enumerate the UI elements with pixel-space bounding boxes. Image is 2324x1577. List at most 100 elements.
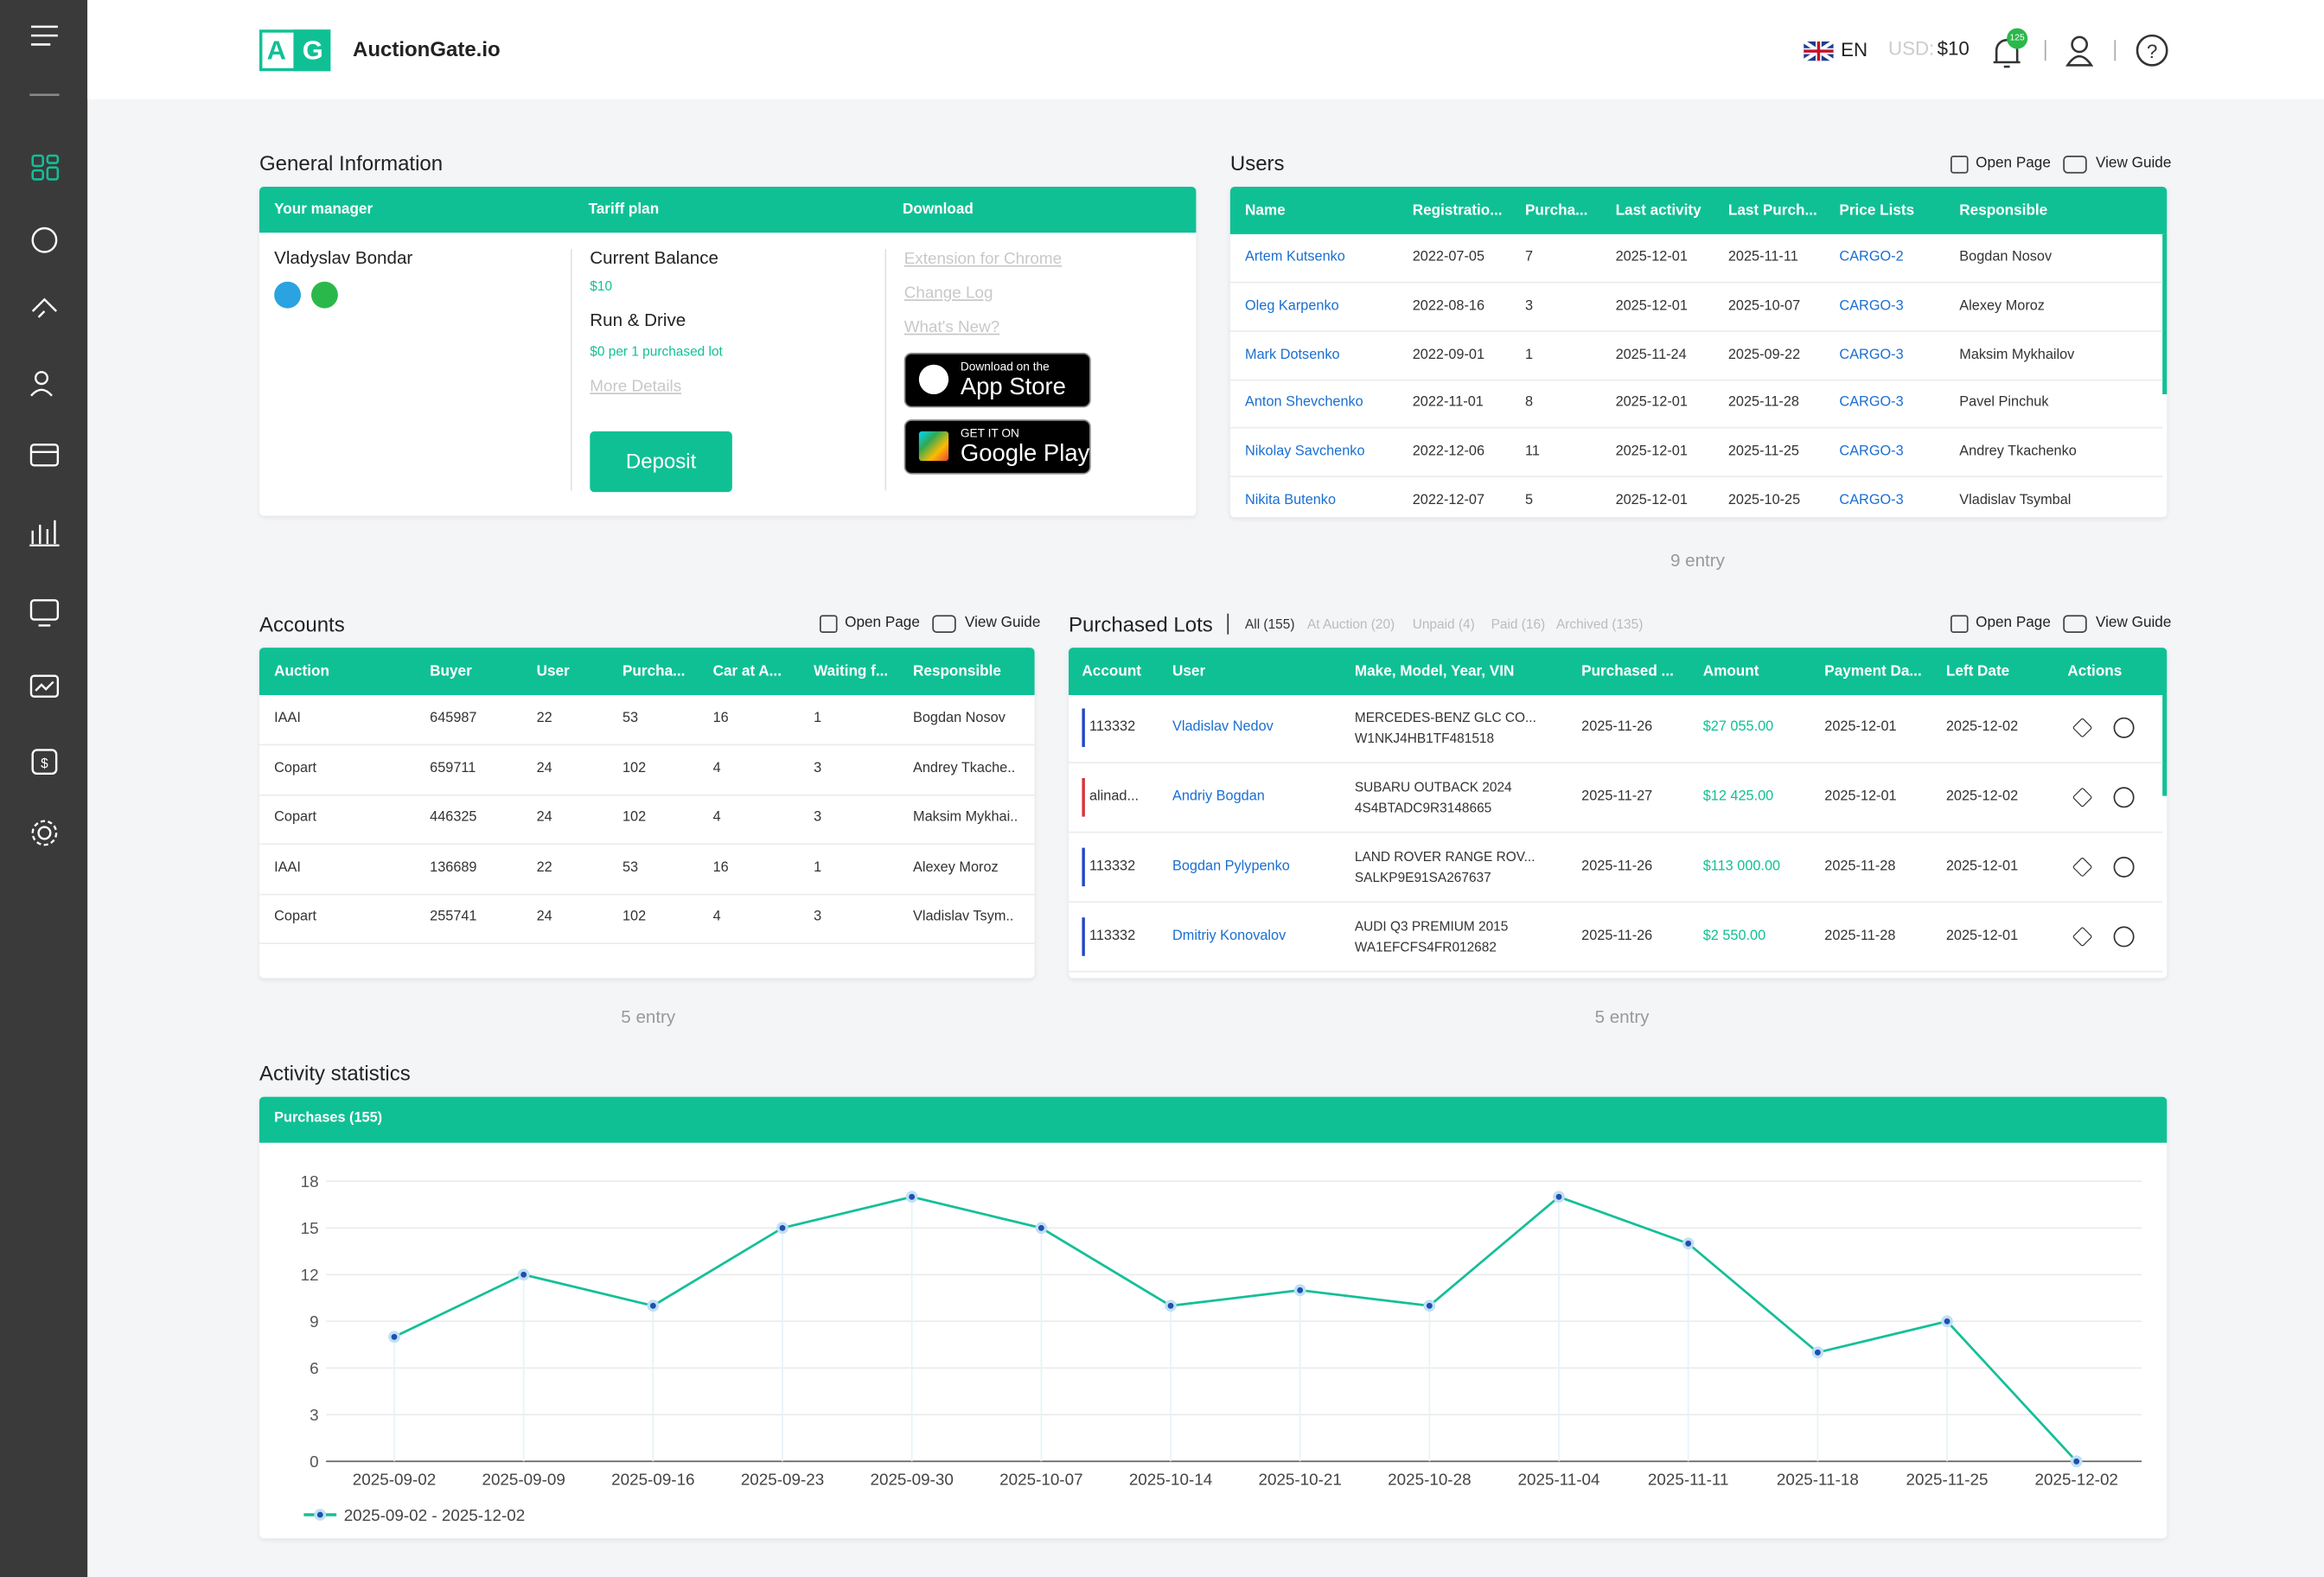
table-link[interactable]: CARGO-3: [1839, 492, 1904, 509]
section-title: Purchased Lots: [1069, 612, 1213, 636]
action-link[interactable]: Open Page: [845, 615, 920, 632]
table-cell: Bogdan Nosov: [1959, 249, 2053, 265]
table-cell: Andrey Tkache..: [913, 759, 1016, 776]
table-cell: Andrey Tkachenko: [1959, 443, 2077, 460]
filter-tab[interactable]: Paid (16): [1491, 616, 1546, 632]
table-link[interactable]: Oleg Karpenko: [1245, 297, 1339, 315]
table-cell: 2025-09-22: [1727, 346, 1801, 363]
section-title: Accounts: [259, 612, 345, 636]
guide-icon[interactable]: [2063, 615, 2087, 634]
download-link[interactable]: Change Log: [903, 284, 993, 303]
history-action[interactable]: [2113, 926, 2135, 948]
table-cell: SALKP9E91SA267637: [1354, 870, 1491, 885]
history-action[interactable]: [2113, 856, 2135, 878]
table-link[interactable]: CARGO-3: [1839, 297, 1904, 315]
language[interactable]: EN: [1841, 38, 1868, 61]
table-link[interactable]: CARGO-3: [1839, 346, 1904, 363]
guide-icon[interactable]: [932, 615, 956, 634]
table-link[interactable]: Vladislav Nedov: [1172, 718, 1274, 736]
table-cell: 2025-12-01: [1615, 492, 1688, 509]
table-cell: Maksim Mykhailov: [1959, 346, 2075, 363]
column-header: Actions: [2067, 664, 2123, 680]
download-link[interactable]: What's New?: [903, 318, 1000, 337]
column-header: Responsible: [913, 664, 1001, 680]
action-link[interactable]: View Guide: [2096, 615, 2172, 632]
open-page-icon[interactable]: [820, 615, 838, 634]
action-link[interactable]: Open Page: [1976, 615, 2051, 632]
column-header: Name: [1245, 202, 1286, 220]
row-divider: [259, 843, 1035, 846]
whatsapp-icon[interactable]: [311, 281, 338, 309]
history-action[interactable]: [2113, 717, 2135, 738]
table-link[interactable]: CARGO-2: [1839, 249, 1904, 265]
deposit-button[interactable]: Deposit: [590, 431, 732, 493]
users-card: [1229, 187, 2168, 518]
amount: $27 055.00: [1702, 718, 1774, 736]
row-marker: [1082, 778, 1085, 817]
table-link[interactable]: Nikita Butenko: [1245, 492, 1337, 509]
scrollbar: [2162, 695, 2168, 796]
table-cell: Copart: [274, 809, 317, 827]
top-bar: [87, 0, 2324, 99]
table-cell: 3: [814, 809, 822, 827]
table-cell: IAAI: [274, 859, 301, 876]
filter-tab[interactable]: Unpaid (4): [1412, 616, 1475, 632]
divider: [571, 249, 572, 491]
action-link[interactable]: Open Page: [1976, 156, 2051, 172]
table-link[interactable]: Andriy Bogdan: [1172, 788, 1265, 805]
column-header: Car at A...: [712, 664, 782, 680]
table-link[interactable]: CARGO-3: [1839, 394, 1904, 412]
table-cell: 102: [622, 809, 647, 827]
row-divider: [259, 942, 1035, 945]
more-details-link[interactable]: More Details: [590, 378, 682, 396]
table-link[interactable]: Artem Kutsenko: [1245, 249, 1345, 265]
table-cell: 2025-11-28: [1824, 928, 1896, 945]
table-cell: 11: [1525, 443, 1540, 460]
guide-icon[interactable]: [2063, 156, 2087, 174]
row-divider: [259, 794, 1035, 795]
column-header: Last Purch...: [1727, 202, 1817, 220]
table-cell: 2025-12-01: [1615, 443, 1688, 460]
tab-separator: [1227, 613, 1229, 635]
telegram-icon[interactable]: [274, 281, 302, 309]
open-page-icon[interactable]: [1950, 615, 1969, 634]
table-cell: 3: [1525, 297, 1534, 315]
table-link[interactable]: Anton Shevchenko: [1245, 394, 1363, 412]
row-divider: [1229, 329, 2163, 332]
history-action[interactable]: [2113, 787, 2135, 808]
table-cell: 2025-12-01: [1615, 394, 1688, 412]
open-page-icon[interactable]: [1950, 156, 1969, 174]
table-cell: Copart: [274, 759, 317, 776]
chart-card: [259, 1096, 2168, 1539]
table-cell: 4S4BTADC9R3148665: [1354, 800, 1492, 815]
column-header: User: [536, 664, 570, 680]
filter-tab[interactable]: All (155): [1245, 616, 1295, 632]
table-cell: 3: [814, 909, 822, 926]
table-link[interactable]: Dmitriy Konovalov: [1172, 928, 1286, 945]
table-link[interactable]: Bogdan Pylypenko: [1172, 858, 1290, 875]
table-cell: 4: [712, 909, 721, 926]
table-link[interactable]: CARGO-3: [1839, 443, 1904, 460]
table-cell: 113332: [1089, 718, 1136, 736]
action-link[interactable]: View Guide: [2096, 156, 2172, 172]
row-divider: [259, 744, 1035, 746]
table-cell: 113332: [1089, 858, 1136, 875]
table-link[interactable]: Nikolay Savchenko: [1245, 443, 1365, 460]
table-link[interactable]: Mark Dotsenko: [1245, 346, 1340, 363]
table-cell: Copart: [274, 909, 317, 926]
table-cell: 2025-12-01: [1945, 858, 2019, 875]
logo-letter: G: [302, 35, 323, 66]
brand-name: AuctionGate.io: [353, 36, 501, 61]
logo-cell: [293, 29, 331, 72]
table-cell: 2025-12-01: [1824, 718, 1897, 736]
filter-tab[interactable]: At Auction (20): [1307, 616, 1395, 632]
table-cell: 2022-09-01: [1412, 346, 1485, 363]
download-link[interactable]: Extension for Chrome: [903, 250, 1063, 269]
table-cell: Maksim Mykhai..: [913, 809, 1018, 827]
table-cell: IAAI: [274, 710, 301, 727]
filter-tab[interactable]: Archived (135): [1556, 616, 1644, 632]
action-link[interactable]: View Guide: [965, 615, 1041, 632]
table-cell: 2025-11-26: [1581, 718, 1653, 736]
table-cell: 7: [1525, 249, 1534, 265]
table-cell: 4: [712, 759, 721, 776]
